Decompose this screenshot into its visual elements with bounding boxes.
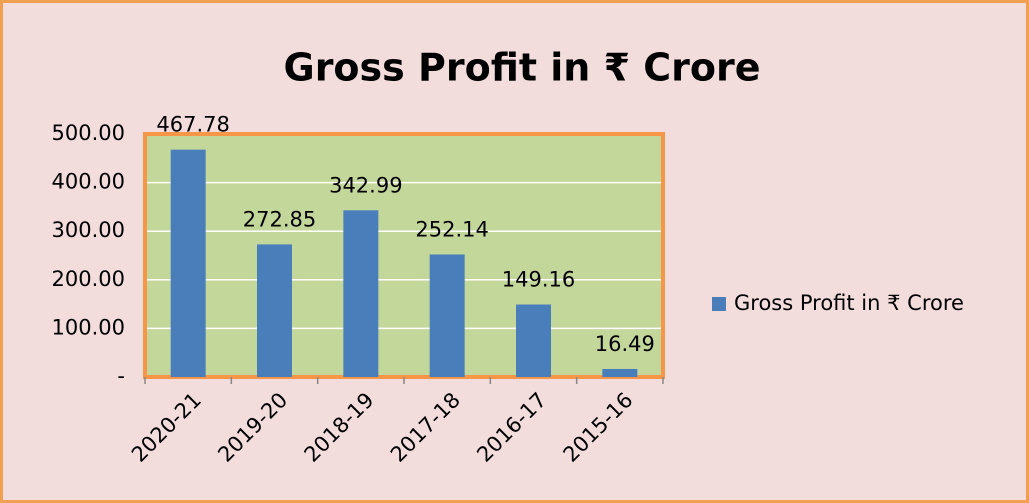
data-label: 149.16 <box>502 268 575 292</box>
data-label: 467.78 <box>156 113 229 137</box>
bar <box>257 244 292 377</box>
y-tick-label: - <box>117 364 125 388</box>
plot-area <box>145 134 663 377</box>
y-tick-label: 300.00 <box>52 218 125 242</box>
bar <box>429 254 465 377</box>
y-tick-label: 100.00 <box>52 315 125 339</box>
data-label: 16.49 <box>595 332 655 356</box>
data-label: 342.99 <box>329 173 402 197</box>
bar <box>343 210 379 377</box>
legend-swatch <box>712 297 726 311</box>
data-label: 252.14 <box>415 217 488 241</box>
y-tick-label: 500.00 <box>52 121 125 145</box>
legend-label: Gross Profit in ₹ Crore <box>734 291 964 315</box>
data-label: 272.85 <box>243 207 316 231</box>
y-tick-label: 200.00 <box>52 267 125 291</box>
bar <box>516 304 551 377</box>
bar <box>602 368 638 377</box>
chart-title: Gross Profit in ₹ Crore <box>284 46 761 90</box>
y-tick-label: 400.00 <box>52 170 125 194</box>
bar <box>170 149 206 377</box>
